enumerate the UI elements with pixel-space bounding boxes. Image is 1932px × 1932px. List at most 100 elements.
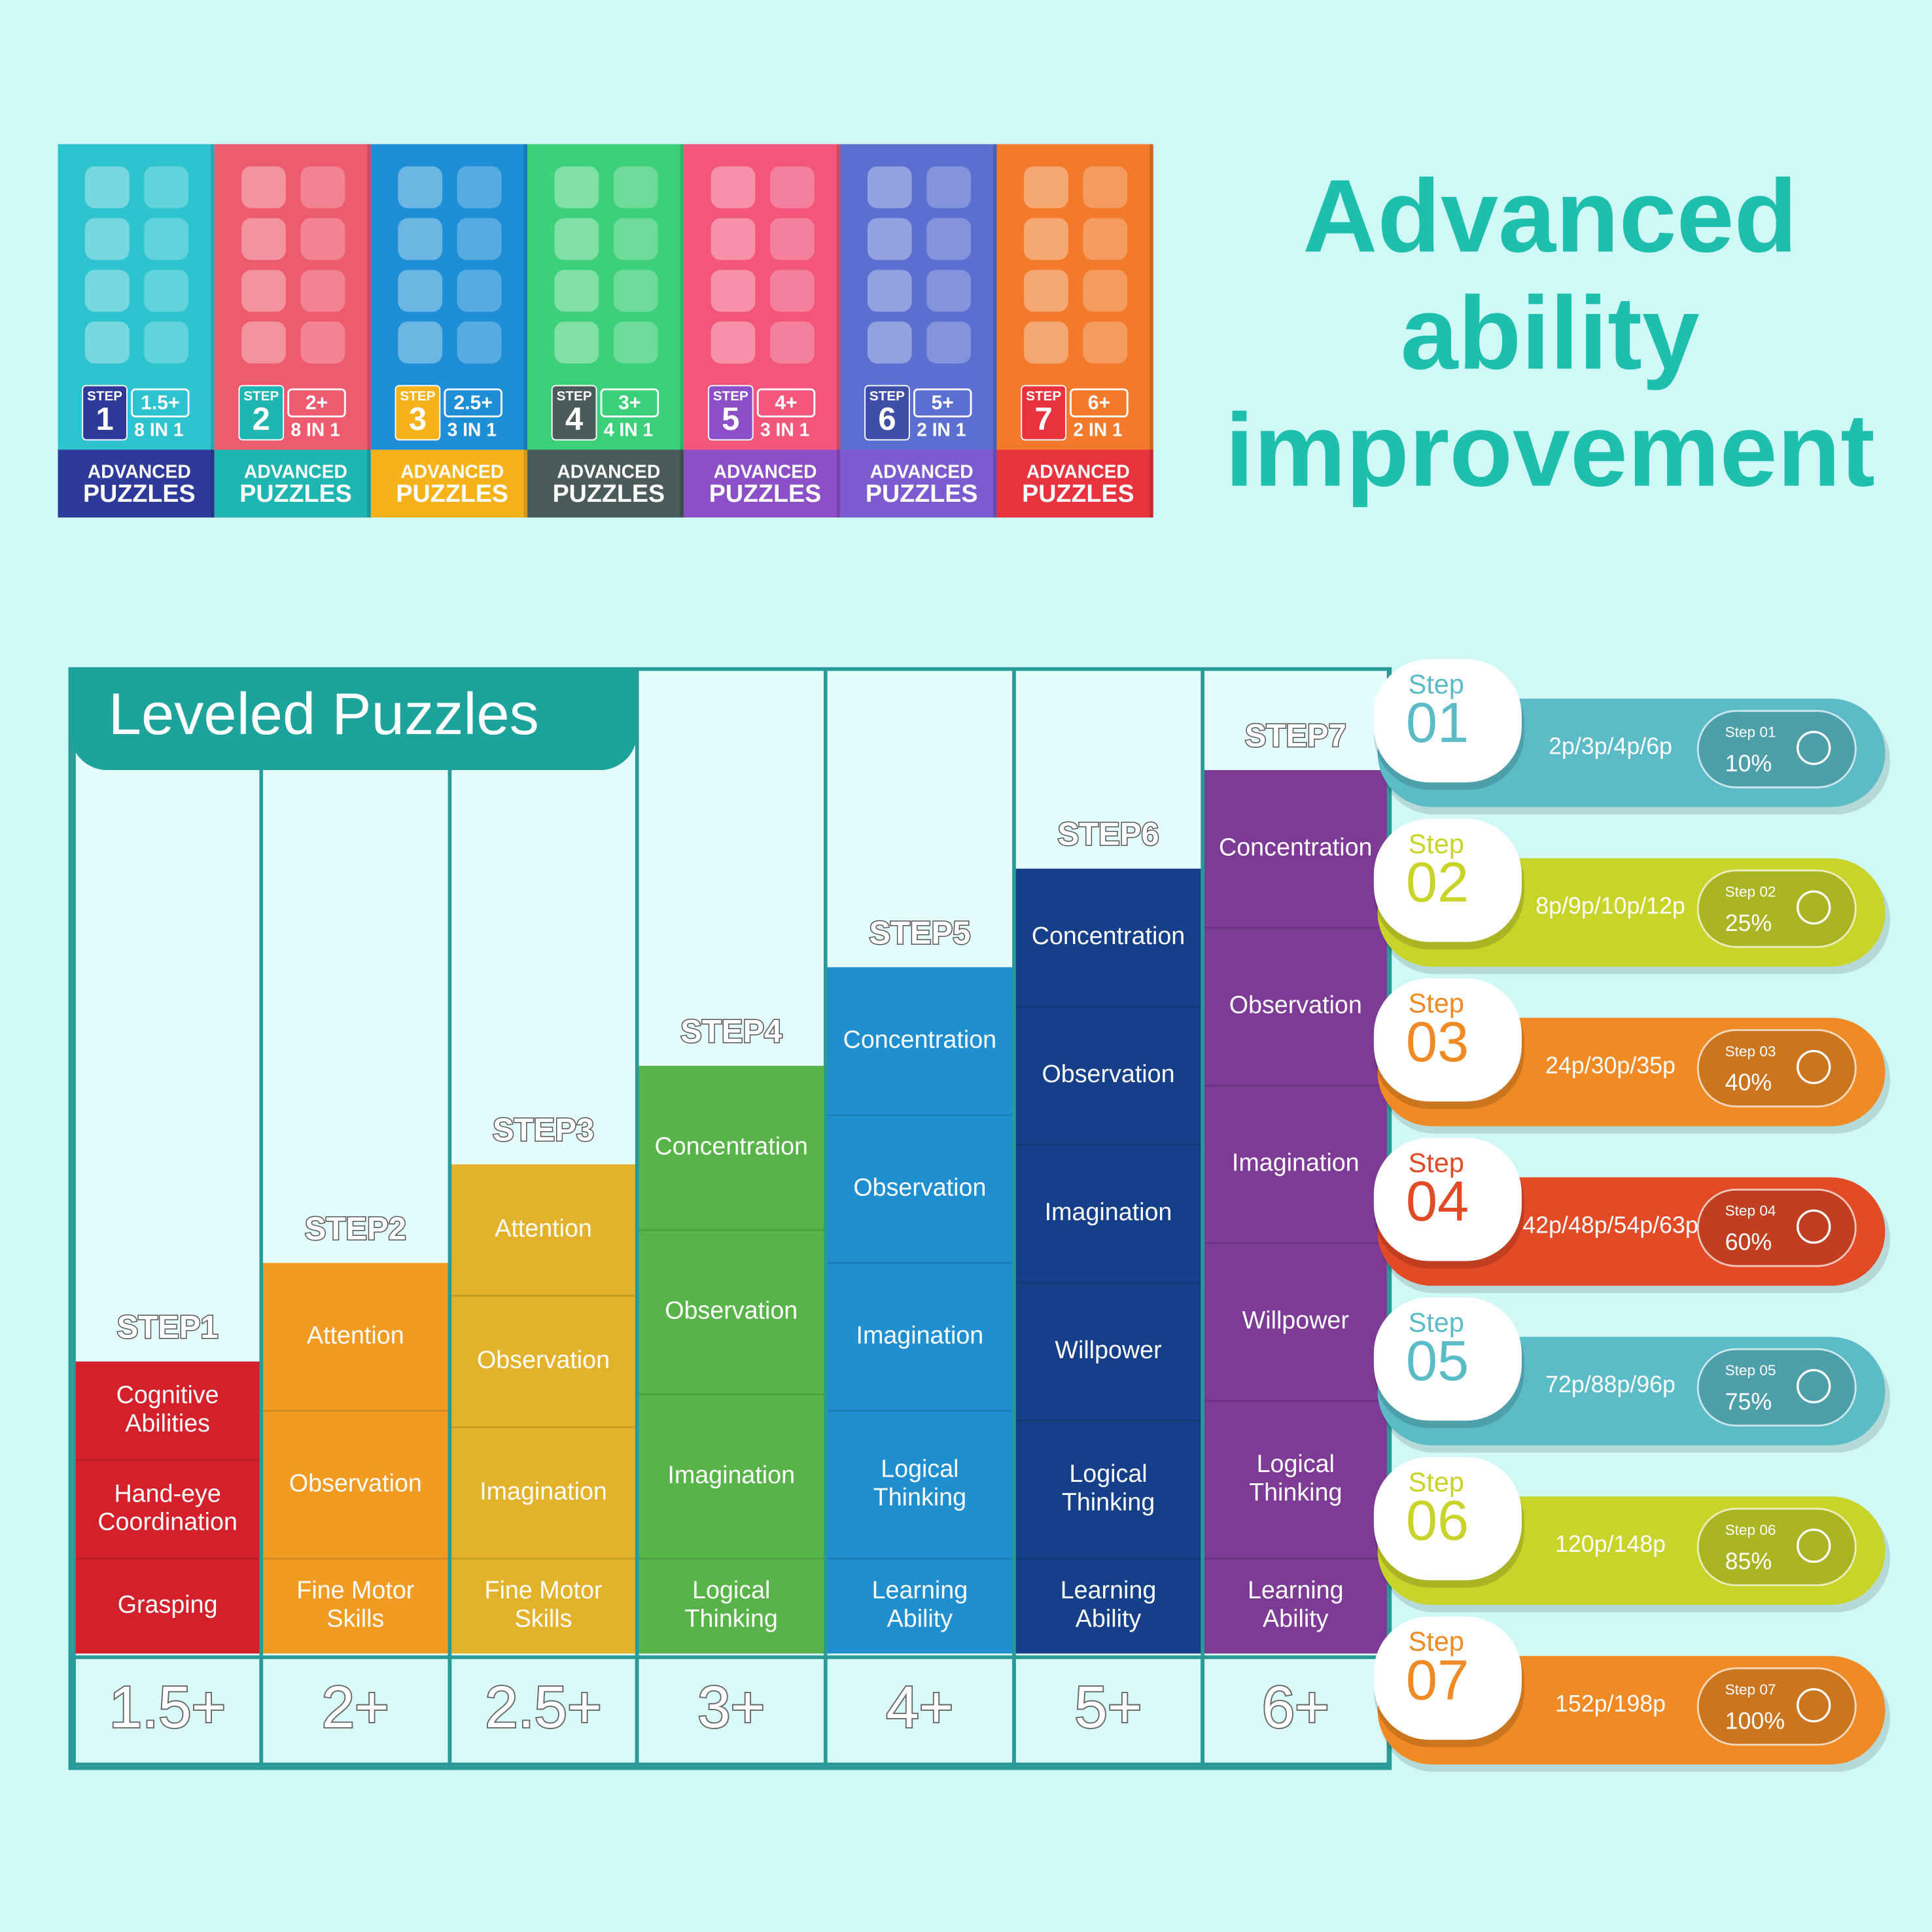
skill-column <box>637 1066 826 1654</box>
box-brand: ADVANCED <box>244 461 347 482</box>
box-front <box>996 144 1153 453</box>
box-edge <box>367 144 371 518</box>
box-illustration <box>1024 321 1068 364</box>
box-product: PUZZLES <box>553 480 665 507</box>
level-icon <box>1797 890 1831 925</box>
level-pieces: 42p/48p/54p/63p <box>1522 1212 1698 1238</box>
step-badge <box>864 385 910 441</box>
level-tab <box>1373 818 1522 942</box>
box-illustration <box>770 218 815 260</box>
box-illustration <box>1024 166 1068 209</box>
box-illustration <box>144 321 189 364</box>
box-front <box>370 144 528 453</box>
box-illustration <box>770 270 815 312</box>
age-cell <box>1012 1655 1204 1766</box>
level-number: 07 <box>1406 1649 1469 1712</box>
skill-label: Logical <box>1257 1450 1335 1477</box>
box-illustration <box>457 321 502 364</box>
box-illustration <box>867 166 912 209</box>
box-illustration <box>1024 218 1068 260</box>
box-band <box>996 449 1153 518</box>
level-badge-label: Step 07 <box>1725 1681 1776 1698</box>
box-illustration <box>457 270 502 312</box>
level-pieces: 152p/198p <box>1555 1691 1666 1717</box>
box-illustration <box>770 321 815 364</box>
level-label: Step <box>1409 828 1464 859</box>
box-age: 4+ <box>775 393 797 414</box>
skill-label: Thinking <box>873 1483 966 1511</box>
box-count: 3 IN 1 <box>448 419 497 440</box>
level-percent: 10% <box>1725 750 1772 777</box>
level-badge-label: Step 02 <box>1725 883 1776 900</box>
skill-label: Thinking <box>1249 1478 1342 1505</box>
box-front <box>684 144 841 453</box>
box-brand: ADVANCED <box>88 461 191 482</box>
box-illustration <box>711 166 756 209</box>
skill-label: Concentration <box>655 1133 808 1160</box>
skill-label: Observation <box>289 1469 422 1496</box>
level-pieces: 120p/148p <box>1555 1531 1666 1557</box>
level-percent: 25% <box>1725 910 1772 936</box>
box-count: 2 IN 1 <box>1073 419 1122 440</box>
level-badge-label: Step 04 <box>1725 1203 1776 1219</box>
skill-label: Ability <box>1076 1604 1142 1632</box>
box-illustration <box>554 166 599 209</box>
box-brand: ADVANCED <box>870 461 974 482</box>
level-number: 03 <box>1406 1011 1469 1074</box>
level-badge <box>1696 869 1857 948</box>
box-count: 8 IN 1 <box>134 419 183 440</box>
skill-column <box>1203 770 1389 1654</box>
step-number: 7 <box>1035 402 1053 437</box>
box-illustration <box>1083 166 1128 209</box>
step-label: STEP1 <box>117 1310 219 1345</box>
box-illustration <box>926 321 972 364</box>
step-number: 1 <box>96 402 113 437</box>
box-age: 3+ <box>618 393 641 414</box>
skill-column <box>449 1164 637 1654</box>
level-tab <box>1373 1297 1522 1421</box>
step-number: 2 <box>253 402 270 437</box>
step-label: STEP6 <box>1057 817 1159 852</box>
box-band <box>684 449 841 518</box>
box-front <box>527 144 684 453</box>
step-number: 6 <box>878 402 896 437</box>
level-pieces: 24p/30p/35p <box>1545 1052 1676 1078</box>
level-badge <box>1696 1188 1857 1267</box>
box-illustration <box>84 218 130 260</box>
box-illustration <box>711 270 756 312</box>
box-illustration <box>867 218 912 260</box>
level-badge-label: Step 03 <box>1725 1043 1776 1059</box>
box-illustration <box>711 321 756 364</box>
box-illustration <box>300 270 345 312</box>
box-illustration <box>613 218 658 260</box>
box-product: PUZZLES <box>83 480 196 507</box>
box-count: 8 IN 1 <box>290 419 340 440</box>
box-illustration <box>144 270 189 312</box>
skill-label: Coordination <box>97 1508 237 1536</box>
box-illustration <box>457 166 502 209</box>
box-band <box>370 449 528 518</box>
box-illustration <box>554 218 599 260</box>
age-label: 4+ <box>886 1674 953 1740</box>
step-number: 5 <box>722 402 739 437</box>
level-badge <box>1696 1029 1857 1108</box>
table-title: Leveled Puzzles <box>109 681 539 747</box>
level-icon <box>1797 730 1831 765</box>
level-percent: 100% <box>1725 1708 1785 1734</box>
box-illustration <box>398 218 443 260</box>
level-pieces: 72p/88p/96p <box>1545 1371 1676 1397</box>
level-badge-label: Step 06 <box>1725 1522 1776 1538</box>
skill-label: Observation <box>665 1297 798 1324</box>
step-badge <box>238 385 285 441</box>
skill-label: Imagination <box>1232 1149 1360 1176</box>
box-illustration <box>241 166 286 209</box>
box-age: 1.5+ <box>141 393 179 414</box>
step-label: STEP4 <box>680 1014 782 1049</box>
step-label: STEP3 <box>493 1113 594 1148</box>
step-label: STEP2 <box>305 1211 406 1246</box>
age-label: 2+ <box>322 1674 389 1740</box>
age-badge <box>131 388 190 417</box>
age-label: 1.5+ <box>109 1674 226 1740</box>
level-pieces: 8p/9p/10p/12p <box>1536 892 1685 919</box>
